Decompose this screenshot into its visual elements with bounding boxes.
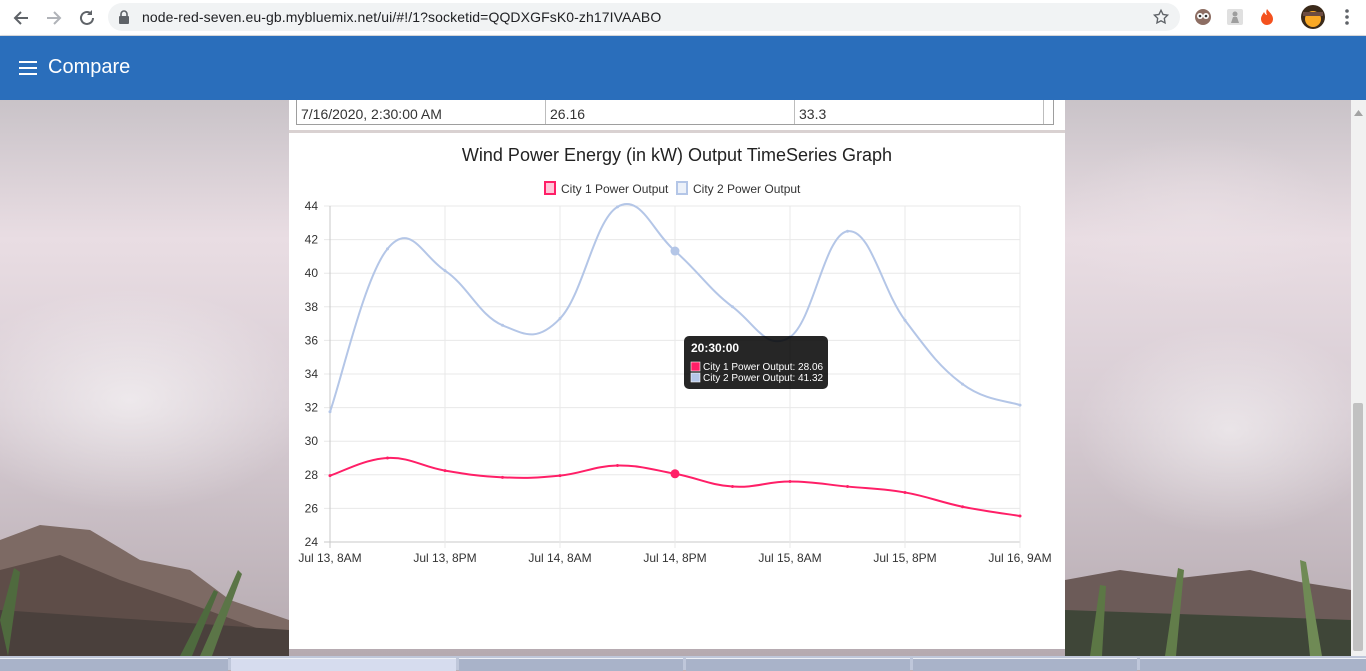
data-point	[1018, 403, 1022, 407]
data-point	[558, 474, 562, 478]
table-cell-timestamp: 7/16/2020, 2:30:00 AM	[297, 100, 546, 124]
forward-icon[interactable]	[41, 5, 67, 31]
browser-toolbar: node-red-seven.eu-gb.mybluemix.net/ui/#!…	[0, 0, 1366, 36]
scrollbar-thumb[interactable]	[1353, 403, 1363, 651]
data-point	[670, 469, 680, 479]
hamburger-menu-icon[interactable]	[19, 61, 37, 80]
chart-grid	[324, 205, 1021, 548]
taskbar-item[interactable]	[1140, 658, 1366, 671]
data-point	[1018, 514, 1022, 518]
lock-icon[interactable]	[118, 10, 130, 29]
browser-menu-icon[interactable]	[1336, 6, 1358, 28]
y-tick-label: 38	[305, 300, 319, 314]
y-tick-label: 28	[305, 468, 319, 482]
bookmark-star-icon[interactable]	[1152, 8, 1170, 31]
data-point	[386, 247, 389, 251]
y-axis: 24 26 28 30 32 34 36 38 40 42 44	[305, 199, 319, 549]
x-tick-label: Jul 13, 8PM	[413, 551, 476, 565]
data-point	[903, 490, 907, 494]
table-cell-city2: 33.3	[795, 100, 1044, 124]
data-point	[670, 246, 680, 256]
taskbar-item[interactable]	[0, 658, 228, 671]
data-table-card: 7/16/2020, 2:30:00 AM 26.16 33.3	[289, 100, 1065, 134]
line-chart[interactable]: Wind Power Energy (in kW) Output TimeSer…	[289, 133, 1065, 649]
data-point	[616, 464, 619, 468]
page-scrollbar[interactable]	[1351, 100, 1366, 656]
x-tick-label: Jul 16, 9AM	[988, 551, 1051, 565]
data-point	[846, 485, 849, 489]
owl-extension-icon[interactable]	[1192, 6, 1214, 28]
taskbar-item[interactable]	[686, 658, 910, 671]
y-tick-label: 26	[305, 501, 319, 515]
reload-icon[interactable]	[74, 5, 100, 31]
x-axis: Jul 13, 8AM Jul 13, 8PM Jul 14, 8AM Jul 14,…	[298, 551, 1051, 565]
y-tick-label: 42	[305, 233, 319, 247]
fire-extension-icon[interactable]	[1256, 6, 1278, 28]
tooltip-line: City 2 Power Output: 41.32	[703, 373, 824, 384]
data-point	[501, 323, 504, 327]
back-icon[interactable]	[8, 5, 34, 31]
address-bar[interactable]: node-red-seven.eu-gb.mybluemix.net/ui/#!…	[108, 3, 1180, 31]
series-line-2	[329, 203, 1021, 413]
y-tick-label: 30	[305, 434, 319, 448]
data-point	[961, 505, 964, 509]
page-title: Compare	[48, 56, 131, 78]
x-tick-label: Jul 13, 8AM	[298, 551, 361, 565]
data-point	[788, 480, 792, 484]
person-extension-icon[interactable]	[1224, 6, 1246, 28]
x-tick-label: Jul 15, 8AM	[758, 551, 821, 565]
x-tick-label: Jul 14, 8AM	[528, 551, 591, 565]
data-point	[386, 456, 389, 460]
table-cell-city1: 26.16	[546, 100, 795, 124]
tooltip-box	[684, 336, 828, 389]
taskbar-item[interactable]	[913, 658, 1137, 671]
url-text[interactable]: node-red-seven.eu-gb.mybluemix.net/ui/#!…	[142, 9, 662, 25]
chart-card: Wind Power Energy (in kW) Output TimeSer…	[289, 133, 1065, 649]
taskbar-item[interactable]	[459, 658, 683, 671]
x-tick-label: Jul 15, 8PM	[873, 551, 936, 565]
taskbar-item[interactable]	[231, 658, 456, 671]
y-tick-label: 44	[305, 199, 319, 213]
data-point	[731, 485, 734, 489]
table-cell-spacer	[1044, 100, 1053, 124]
data-point	[443, 269, 447, 273]
legend-swatch	[544, 181, 556, 195]
y-tick-label: 34	[305, 367, 319, 381]
y-tick-label: 32	[305, 401, 319, 415]
app-header: Compare	[0, 36, 1366, 100]
data-point	[558, 317, 562, 321]
scroll-up-icon[interactable]	[1354, 103, 1363, 121]
y-tick-label: 40	[305, 266, 319, 280]
data-point	[961, 382, 964, 386]
y-tick-label: 36	[305, 333, 319, 347]
data-point	[328, 410, 332, 414]
data-point	[328, 474, 332, 478]
data-point	[731, 305, 734, 309]
data-point	[443, 469, 447, 473]
legend-label: City 1 Power Output	[561, 182, 669, 196]
data-point	[846, 229, 849, 233]
legend-swatch	[676, 181, 688, 195]
data-point	[616, 205, 619, 209]
tooltip-title: 20:30:00	[691, 341, 739, 355]
tooltip-swatch	[690, 372, 701, 383]
profile-avatar[interactable]	[1300, 4, 1326, 30]
x-tick-label: Jul 14, 8PM	[643, 551, 706, 565]
table-row: 7/16/2020, 2:30:00 AM 26.16 33.3	[296, 100, 1054, 125]
chart-legend: City 1 Power Output City 2 Power Output	[544, 181, 801, 196]
tooltip-swatch	[690, 361, 701, 372]
data-point	[903, 318, 907, 322]
legend-label: City 2 Power Output	[693, 182, 801, 196]
data-point	[501, 475, 504, 479]
taskbar	[0, 656, 1366, 671]
y-tick-label: 24	[305, 535, 319, 549]
chart-title: Wind Power Energy (in kW) Output TimeSer…	[462, 145, 892, 165]
tooltip-line: City 1 Power Output: 28.06	[703, 362, 824, 373]
